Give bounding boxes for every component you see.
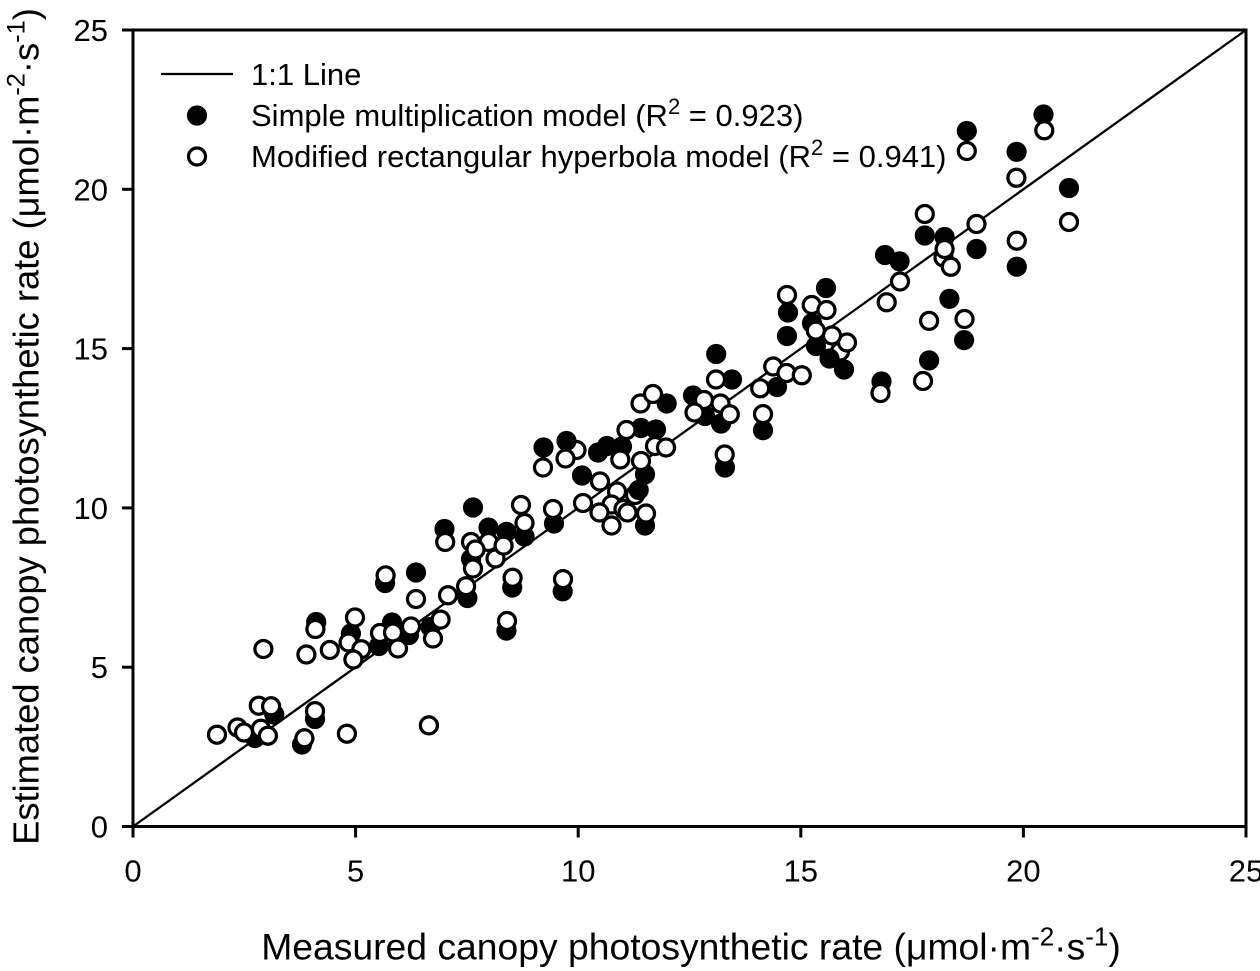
svg-text:Simple multiplication model (R: Simple multiplication model (R2 = 0.923) [251, 94, 803, 133]
svg-text:15: 15 [784, 854, 818, 889]
svg-text:0: 0 [124, 854, 141, 889]
svg-text:15: 15 [74, 332, 108, 367]
svg-text:0: 0 [91, 810, 108, 845]
svg-text:Measured canopy photosynthetic: Measured canopy photosynthetic rate (μmo… [261, 922, 1121, 968]
svg-text:Modified rectangular hyperbola: Modified rectangular hyperbola model (R2… [251, 135, 947, 174]
svg-text:20: 20 [1006, 854, 1040, 889]
svg-text:1:1 Line: 1:1 Line [251, 57, 361, 92]
svg-text:10: 10 [74, 491, 108, 526]
svg-text:25: 25 [74, 13, 108, 48]
svg-text:25: 25 [1229, 854, 1260, 889]
svg-text:Estimated canopy photosyntheti: Estimated canopy photosynthetic rate (μm… [3, 8, 47, 845]
svg-text:5: 5 [91, 650, 108, 685]
svg-text:20: 20 [74, 172, 108, 207]
svg-text:10: 10 [561, 854, 595, 889]
svg-text:5: 5 [347, 854, 364, 889]
